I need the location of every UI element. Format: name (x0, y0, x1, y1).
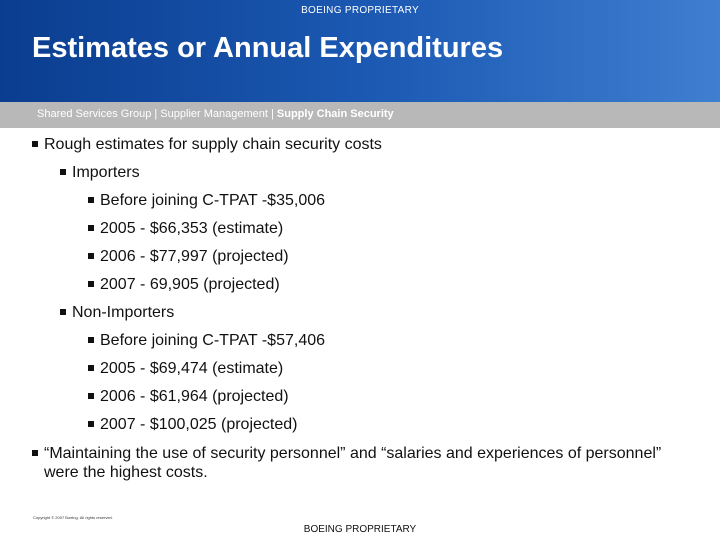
bullet-non-importers-item: Before joining C-TPAT -$57,406 (88, 331, 325, 350)
bullet-text: 2007 - 69,905 (projected) (100, 276, 280, 293)
bullet-non-importers-item: 2007 - $100,025 (projected) (88, 415, 297, 434)
bullet-text: “Maintaining the use of security personn… (44, 445, 662, 481)
bullet-text: Before joining C-TPAT -$35,006 (100, 192, 326, 209)
title-banner: BOEING PROPRIETARY Estimates or Annual E… (0, 0, 720, 102)
square-bullet-icon (88, 281, 94, 287)
square-bullet-icon (32, 141, 38, 147)
square-bullet-icon (32, 450, 38, 456)
bullet-text: Before joining C-TPAT -$57,406 (100, 332, 326, 349)
square-bullet-icon (88, 365, 94, 371)
square-bullet-icon (88, 337, 94, 343)
bullet-non-importers-item: 2006 - $61,964 (projected) (88, 387, 289, 406)
square-bullet-icon (88, 225, 94, 231)
square-bullet-icon (88, 253, 94, 259)
proprietary-label-top: BOEING PROPRIETARY (301, 5, 419, 16)
bullet-importers-item: Before joining C-TPAT -$35,006 (88, 191, 325, 210)
proprietary-label-bottom: BOEING PROPRIETARY (303, 524, 417, 535)
square-bullet-icon (88, 393, 94, 399)
bullet-text: 2006 - $77,997 (projected) (100, 248, 289, 265)
bullet-text: 2007 - $100,025 (projected) (100, 416, 298, 433)
copyright-notice: Copyright © 2007 Boeing. All rights rese… (33, 515, 113, 520)
bullet-importers: Importers (60, 163, 140, 182)
bullet-text: Rough estimates for supply chain securit… (44, 136, 382, 153)
square-bullet-icon (60, 169, 66, 175)
bullet-closing: “Maintaining the use of security personn… (32, 444, 684, 482)
square-bullet-icon (88, 421, 94, 427)
bullet-importers-item: 2005 - $66,353 (estimate) (88, 219, 283, 238)
slide-title: Estimates or Annual Expenditures (32, 32, 504, 64)
bullet-text: Non-Importers (72, 304, 175, 321)
square-bullet-icon (60, 309, 66, 315)
breadcrumb-bar: Shared Services Group | Supplier Managem… (0, 102, 720, 128)
square-bullet-icon (88, 197, 94, 203)
bullet-non-importers: Non-Importers (60, 303, 174, 322)
bullet-text: Importers (72, 164, 140, 181)
bullet-text: 2005 - $66,353 (estimate) (100, 220, 284, 237)
bullet-importers-item: 2006 - $77,997 (projected) (88, 247, 289, 266)
bullet-text: 2006 - $61,964 (projected) (100, 388, 289, 405)
breadcrumb: Shared Services Group | Supplier Managem… (37, 108, 394, 120)
bullet-non-importers-item: 2005 - $69,474 (estimate) (88, 359, 283, 378)
bullet-importers-item: 2007 - 69,905 (projected) (88, 275, 280, 294)
breadcrumb-path: Shared Services Group | Supplier Managem… (37, 108, 277, 120)
bullet-text: 2005 - $69,474 (estimate) (100, 360, 284, 377)
breadcrumb-current: Supply Chain Security (276, 108, 394, 120)
bullet-main: Rough estimates for supply chain securit… (32, 135, 382, 154)
